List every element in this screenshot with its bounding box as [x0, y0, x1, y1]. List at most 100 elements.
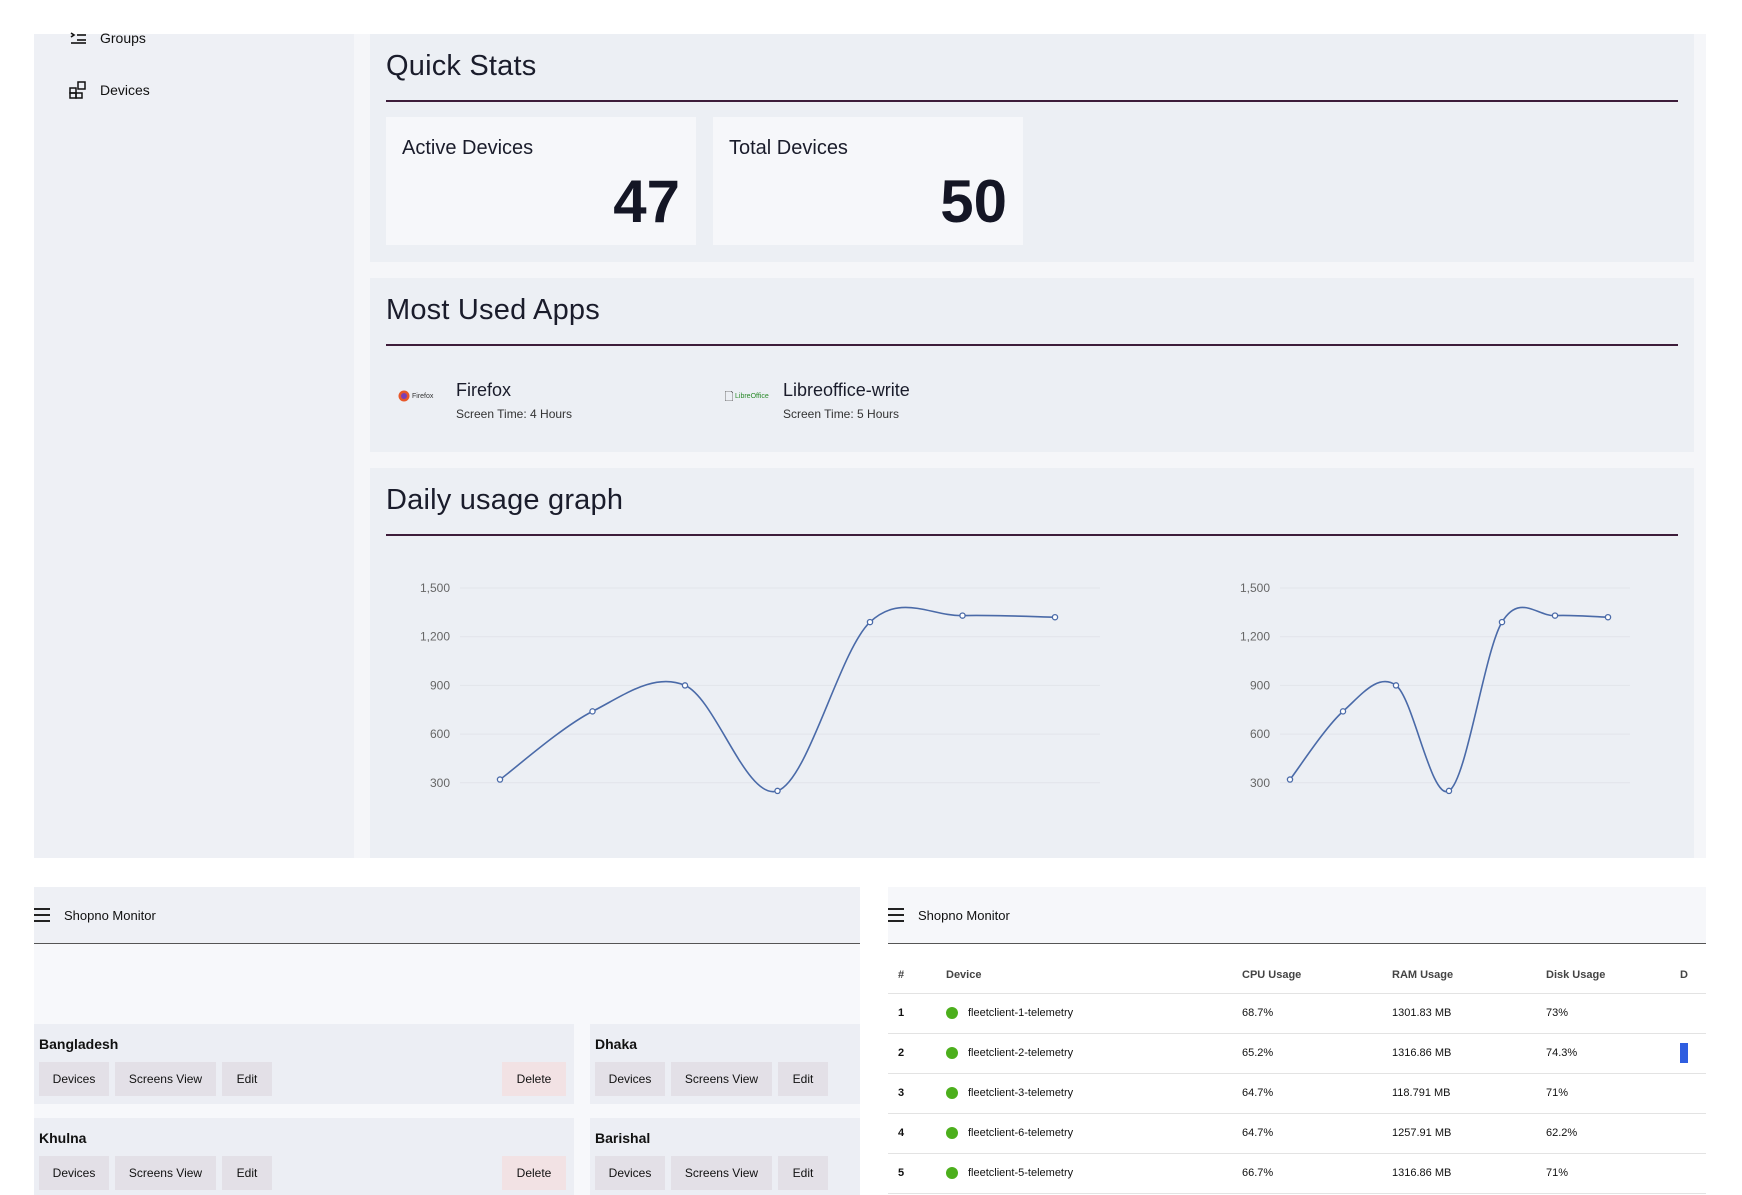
data-point[interactable]	[681, 682, 689, 689]
data-point[interactable]	[589, 708, 596, 715]
app-name: Firefox	[456, 380, 512, 400]
device-cell[interactable]: fleetclient-1-telemetry	[946, 993, 1242, 1034]
group-name: Khulna	[39, 1130, 87, 1146]
edit-button[interactable]: Edit	[778, 1062, 828, 1096]
data-point[interactable]	[1551, 612, 1559, 619]
cpu-usage: 66.7%	[1242, 1153, 1392, 1194]
disk-usage: 71%	[1546, 1073, 1680, 1114]
stat-label: Active Devices	[402, 137, 534, 159]
y-tick-label: 600	[430, 727, 450, 741]
y-tick-label: 1,500	[1240, 581, 1270, 595]
y-tick-label: 900	[1250, 678, 1270, 692]
ram-usage: 118.791 MB	[1392, 1073, 1546, 1114]
y-tick-label: 1,200	[420, 630, 450, 644]
data-point[interactable]	[1051, 613, 1059, 621]
devices-button[interactable]: Devices	[39, 1156, 109, 1190]
column-header[interactable]: RAM Usage	[1392, 957, 1546, 994]
section-title: Quick Stats	[386, 50, 537, 82]
divider	[386, 534, 1678, 536]
table-row[interactable]: 5 fleetclient-5-telemetry 66.7% 1316.86 MB 7…	[888, 1153, 1706, 1194]
edit-button[interactable]: Edit	[222, 1156, 272, 1190]
y-tick-label: 900	[430, 678, 450, 692]
dashboard-view: Groups Devices Quick Stats Active Device…	[34, 30, 1706, 858]
group-name: Bangladesh	[39, 1036, 119, 1052]
row-number: 4	[888, 1113, 946, 1154]
column-header[interactable]: CPU Usage	[1242, 957, 1392, 994]
data-point[interactable]	[1339, 708, 1347, 715]
screens-view-button[interactable]: Screens View	[671, 1156, 772, 1190]
delete-button[interactable]: Delete	[502, 1156, 566, 1190]
extra-cell	[1680, 993, 1706, 1034]
total-devices-stat: Total Devices 50	[713, 117, 1023, 245]
app-item-libreoffice[interactable]: LibreOffice Libreoffice-write Screen Tim…	[725, 380, 910, 421]
cpu-usage: 68.7%	[1242, 993, 1392, 1034]
app-screen-time: Screen Time: 5 Hours	[783, 407, 900, 421]
sidebar-item-label: Devices	[100, 82, 150, 98]
hamburger-menu-icon[interactable]	[34, 908, 50, 922]
devices-button[interactable]: Devices	[595, 1062, 665, 1096]
status-online-icon	[946, 1047, 958, 1060]
ram-usage: 1301.83 MB	[1392, 993, 1546, 1034]
data-point[interactable]	[866, 618, 874, 626]
device-name: fleetclient-6-telemetry	[968, 1126, 1074, 1139]
app-screen-time: Screen Time: 4 Hours	[456, 407, 573, 421]
list-icon	[70, 32, 86, 44]
divider	[386, 100, 1678, 102]
delete-button[interactable]: Delete	[502, 1062, 566, 1096]
row-number: 1	[888, 993, 946, 1034]
column-header[interactable]: D	[1680, 957, 1706, 994]
device-cell[interactable]: fleetclient-6-telemetry	[946, 1113, 1242, 1154]
daily-usage-card: Daily usage graph 300 600 900 1,200 1,500 30…	[370, 468, 1694, 858]
screens-view-button[interactable]: Screens View	[115, 1156, 216, 1190]
table-row[interactable]: 2 fleetclient-2-telemetry 65.2% 1316.86 MB 7…	[888, 1033, 1706, 1074]
data-point[interactable]	[1604, 613, 1612, 621]
data-point[interactable]	[1445, 787, 1453, 795]
data-point[interactable]	[959, 612, 966, 619]
column-header[interactable]: Disk Usage	[1546, 957, 1680, 994]
usage-line-chart-2: 300 600 900 1,200 1,500	[1240, 581, 1630, 795]
section-title: Daily usage graph	[386, 484, 624, 516]
devices-button[interactable]: Devices	[595, 1156, 665, 1190]
data-point[interactable]	[1498, 618, 1506, 626]
data-point[interactable]	[774, 787, 781, 795]
series-line	[1289, 606, 1609, 793]
usage-line-chart-1: 300 600 900 1,200 1,500	[420, 581, 1100, 795]
data-point[interactable]	[1286, 776, 1294, 783]
data-point[interactable]	[1392, 682, 1400, 689]
app-bar: Shopno Monitor	[888, 887, 1706, 944]
row-number: 5	[888, 1153, 946, 1194]
row-number: 3	[888, 1073, 946, 1114]
firefox-logo-icon: Firefox	[398, 386, 442, 406]
app-item-firefox[interactable]: Firefox Firefox Screen Time: 4 Hours	[398, 380, 572, 421]
sidebar-item-label: Groups	[100, 30, 146, 46]
group-name: Barishal	[595, 1130, 651, 1146]
app-title: Shopno Monitor	[64, 907, 156, 923]
table-row[interactable]: 4 fleetclient-6-telemetry 64.7% 1257.91 MB 6…	[888, 1113, 1706, 1154]
table-header-row: # Device CPU Usage RAM Usage Disk Usage …	[888, 957, 1706, 994]
edit-button[interactable]: Edit	[222, 1062, 272, 1096]
device-cell[interactable]: fleetclient-5-telemetry	[946, 1153, 1242, 1194]
hamburger-menu-icon[interactable]	[888, 908, 904, 922]
cpu-usage: 64.7%	[1242, 1113, 1392, 1154]
device-cell[interactable]: fleetclient-2-telemetry	[946, 1033, 1242, 1074]
y-tick-label: 300	[430, 776, 450, 790]
ram-usage: 1316.86 MB	[1392, 1033, 1546, 1074]
table-row[interactable]: 3 fleetclient-3-telemetry 64.7% 118.791 MB 7…	[888, 1073, 1706, 1114]
y-tick-label: 1,200	[1240, 630, 1270, 644]
devices-icon	[69, 81, 86, 99]
edit-button[interactable]: Edit	[778, 1156, 828, 1190]
sidebar-item-groups[interactable]: Groups	[68, 28, 146, 48]
column-header[interactable]: #	[888, 957, 946, 994]
extra-cell	[1680, 1153, 1706, 1194]
disk-usage: 74.3%	[1546, 1033, 1680, 1074]
screens-view-button[interactable]: Screens View	[671, 1062, 772, 1096]
screens-view-button[interactable]: Screens View	[115, 1062, 216, 1096]
column-header[interactable]: Device	[946, 957, 1242, 994]
device-cell[interactable]: fleetclient-3-telemetry	[946, 1073, 1242, 1114]
table-row[interactable]: 1 fleetclient-1-telemetry 68.7% 1301.83 MB 7…	[888, 993, 1706, 1034]
sidebar-item-devices[interactable]: Devices	[68, 80, 150, 100]
data-point[interactable]	[496, 776, 504, 783]
disk-usage: 71%	[1546, 1153, 1680, 1194]
devices-button[interactable]: Devices	[39, 1062, 109, 1096]
ram-usage: 1257.91 MB	[1392, 1113, 1546, 1154]
